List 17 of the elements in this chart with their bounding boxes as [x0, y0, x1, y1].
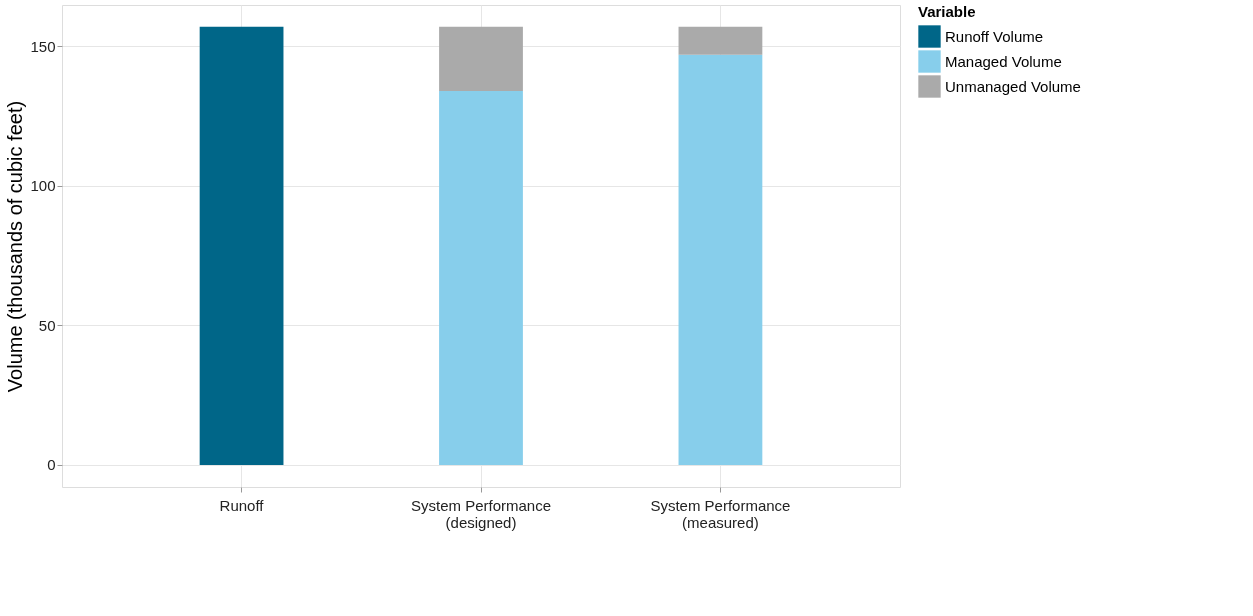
bar — [678, 54, 763, 465]
legend-label: Unmanaged Volume — [945, 77, 1081, 95]
bar — [678, 26, 763, 55]
y-tick-label: 150 — [30, 37, 56, 55]
legend-label: Runoff Volume — [945, 27, 1044, 45]
bar — [439, 90, 523, 465]
bar — [199, 26, 284, 465]
x-tick-label: System Performance (measured) — [650, 496, 791, 531]
legend-title: Variable — [918, 3, 976, 20]
legend-label: Managed Volume — [945, 52, 1062, 70]
y-tick-label: 0 — [47, 456, 56, 474]
x-tick-label: System Performance (designed) — [410, 496, 552, 531]
y-tick-label: 100 — [30, 177, 56, 195]
bar — [439, 26, 523, 91]
y-tick-label: 50 — [38, 316, 56, 334]
y-axis-title: Volume (thousands of cubic feet) — [4, 100, 27, 393]
x-tick-label: Runoff — [219, 496, 265, 514]
